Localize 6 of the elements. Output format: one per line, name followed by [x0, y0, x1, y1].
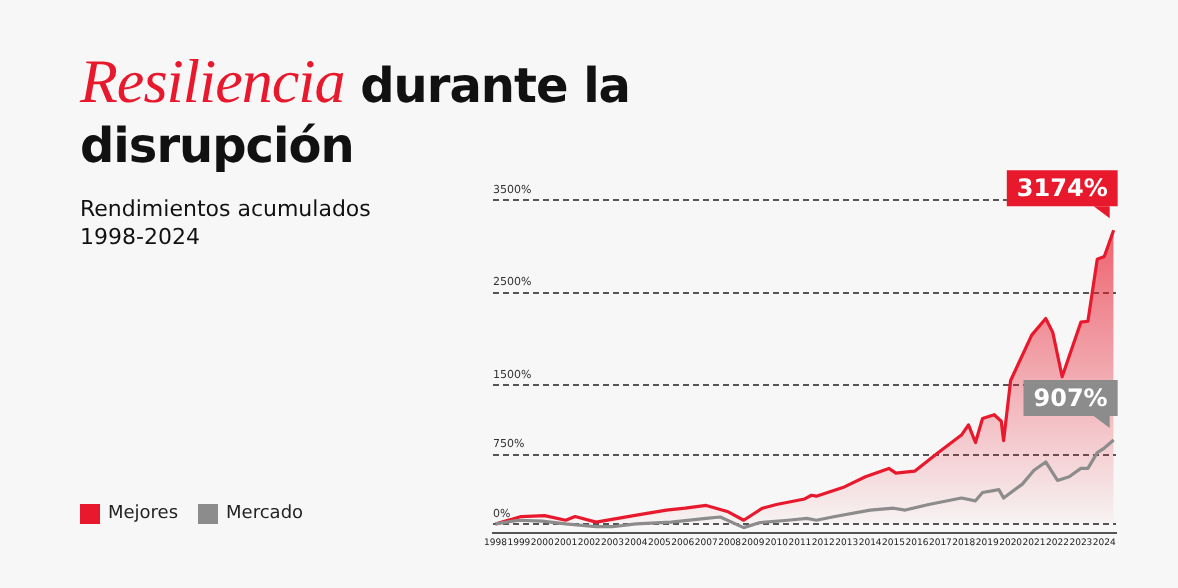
- chart-title: Resiliencia durante la disrupción: [80, 46, 632, 176]
- legend-label: Mejores: [108, 504, 179, 524]
- text: Rendimientos acumulados 1998-2024: [80, 196, 373, 252]
- legend-label: Mercado: [226, 504, 304, 524]
- data-label: 907%: [1033, 384, 1108, 413]
- data-label: 3174%: [1016, 174, 1108, 203]
